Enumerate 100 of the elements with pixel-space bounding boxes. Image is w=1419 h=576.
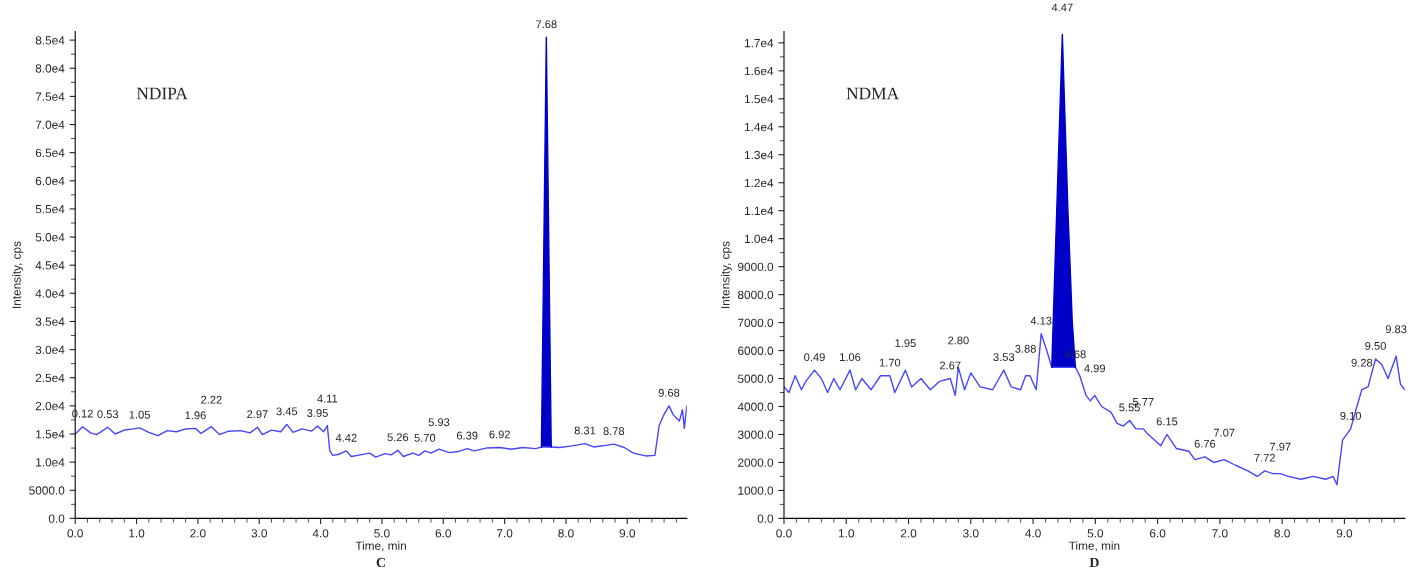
annotation: 7.07 <box>1213 428 1235 437</box>
x-tick-label: 6.0 <box>1150 529 1166 538</box>
y-tick-label: 7000.0 <box>738 318 774 327</box>
annotation: 5.26 <box>387 433 409 442</box>
annotation: 4.13 <box>1030 316 1052 325</box>
annotation: 1.70 <box>879 358 901 367</box>
y-tick-label: 3000.0 <box>737 430 774 439</box>
y-tick-label: 4000.0 <box>737 402 774 411</box>
x-tick-label: 8.0 <box>558 529 574 538</box>
x-axis-title: Time, min <box>1068 541 1120 552</box>
y-tick-label: 1.7e4 <box>744 39 774 48</box>
annotation: 7.68 <box>536 20 557 29</box>
annotation: 3.53 <box>993 353 1015 362</box>
annotation: 9.50 <box>1365 341 1386 350</box>
x-tick-label: 5.0 <box>374 529 390 538</box>
annotation: 3.88 <box>1015 344 1036 353</box>
y-tick-label: 7.5e4 <box>35 92 65 101</box>
annotation: 1.06 <box>840 353 861 362</box>
x-tick-label: 6.0 <box>435 529 452 538</box>
y-tick-label: 1.2e4 <box>744 178 774 188</box>
y-tick-label: 8000.0 <box>737 290 774 300</box>
x-tick-label: 5.0 <box>1087 529 1104 538</box>
x-tick-label: 8.0 <box>1274 529 1290 538</box>
y-axis-title: Intensity, cps <box>12 241 24 308</box>
x-tick-label: 7.0 <box>497 529 513 538</box>
x-tick-label: 4.0 <box>312 529 329 538</box>
y-tick-label: 2000.0 <box>738 458 774 467</box>
y-tick-label: 1.3e4 <box>744 150 774 160</box>
annotation: 9.83 <box>1385 325 1407 334</box>
y-tick-label: 6.5e4 <box>35 148 65 158</box>
x-tick-label: 2.0 <box>190 529 206 538</box>
y-tick-label: 1.6e4 <box>744 66 774 76</box>
y-tick-label: 0.0 <box>48 514 65 523</box>
annotation: 7.72 <box>1254 453 1275 462</box>
annotation: 2.80 <box>948 336 969 345</box>
annotation: 2.22 <box>201 395 222 404</box>
y-tick-label: 4.5e4 <box>35 261 65 270</box>
x-tick-label: 3.0 <box>251 529 267 538</box>
annotation: 4.42 <box>335 433 357 442</box>
y-tick-label: 2.0e4 <box>35 401 65 411</box>
x-axis-title: Time, min <box>355 541 406 552</box>
text: C <box>376 557 385 568</box>
x-tick-label: 0.0 <box>67 529 83 538</box>
annotation: 6.76 <box>1194 439 1216 448</box>
annotation: 6.39 <box>456 431 478 440</box>
annotation: 8.78 <box>603 427 625 435</box>
y-tick-label: 6000.0 <box>738 346 774 355</box>
x-tick-label: 9.0 <box>1336 529 1353 538</box>
y-tick-label: 5.5e4 <box>35 205 65 214</box>
annotation: 4.11 <box>317 394 338 403</box>
text: D <box>1089 557 1099 567</box>
annotation: 5.93 <box>428 418 450 427</box>
y-tick-label: 2.5e4 <box>35 373 65 383</box>
annotation: 0.49 <box>804 353 825 362</box>
annotation: 0.53 <box>97 410 119 419</box>
y-tick-label: 1.5e4 <box>744 94 774 104</box>
annotation: 1.96 <box>185 411 206 420</box>
annotation: 1.95 <box>895 339 916 348</box>
y-tick-label: 5000.0 <box>29 486 65 495</box>
x-tick-label: 0.0 <box>776 529 792 538</box>
annotation: 9.68 <box>658 388 680 397</box>
y-tick-label: 1.1e4 <box>744 206 774 216</box>
annotation: 4.47 <box>1051 3 1073 12</box>
y-tick-label: 1.0e4 <box>744 234 774 244</box>
y-tick-label: 0.0 <box>757 514 774 523</box>
y-tick-label: 4.0e4 <box>35 289 65 298</box>
y-tick-label: 1.5e4 <box>36 430 65 439</box>
y-tick-label: 1.0e4 <box>36 458 65 467</box>
annotation: 4.99 <box>1084 364 1105 373</box>
annotation: 1.05 <box>129 410 150 419</box>
y-tick-label: 6.0e4 <box>35 176 65 186</box>
text: NDIPA <box>136 87 188 100</box>
x-tick-label: 2.0 <box>900 529 917 538</box>
y-tick-label: 8.0e4 <box>35 64 65 73</box>
x-tick-label: 1.0 <box>129 529 145 538</box>
x-tick-label: 4.0 <box>1025 529 1041 538</box>
x-tick-label: 3.0 <box>963 529 979 538</box>
x-tick-label: 9.0 <box>619 529 636 538</box>
y-tick-label: 7.0e4 <box>35 120 65 129</box>
y-tick-label: 9000.0 <box>738 262 774 272</box>
x-tick-label: 7.0 <box>1212 529 1228 538</box>
y-tick-label: 3.0e4 <box>35 345 65 354</box>
text: NDMA <box>846 87 899 100</box>
annotation: 8.31 <box>574 426 596 435</box>
y-tick-label: 8.5e4 <box>35 36 65 45</box>
annotation: 2.97 <box>247 410 268 419</box>
y-tick-label: 1000.0 <box>738 486 774 495</box>
x-tick-label: 1.0 <box>838 529 855 538</box>
annotation: 2.67 <box>940 361 961 370</box>
annotation: 7.97 <box>1270 442 1291 451</box>
y-tick-label: 5000.0 <box>737 374 774 383</box>
y-tick-label: 1.4e4 <box>744 122 774 132</box>
annotation: 9.28 <box>1351 358 1373 367</box>
annotation: 6.92 <box>489 430 510 439</box>
line-series <box>784 333 1405 486</box>
annotation: 6.15 <box>1156 417 1178 426</box>
annotation: 3.95 <box>307 409 328 417</box>
y-axis-title: Intensity, cps <box>720 241 732 308</box>
y-tick-label: 3.5e4 <box>35 317 65 326</box>
annotation: 3.45 <box>276 407 298 416</box>
